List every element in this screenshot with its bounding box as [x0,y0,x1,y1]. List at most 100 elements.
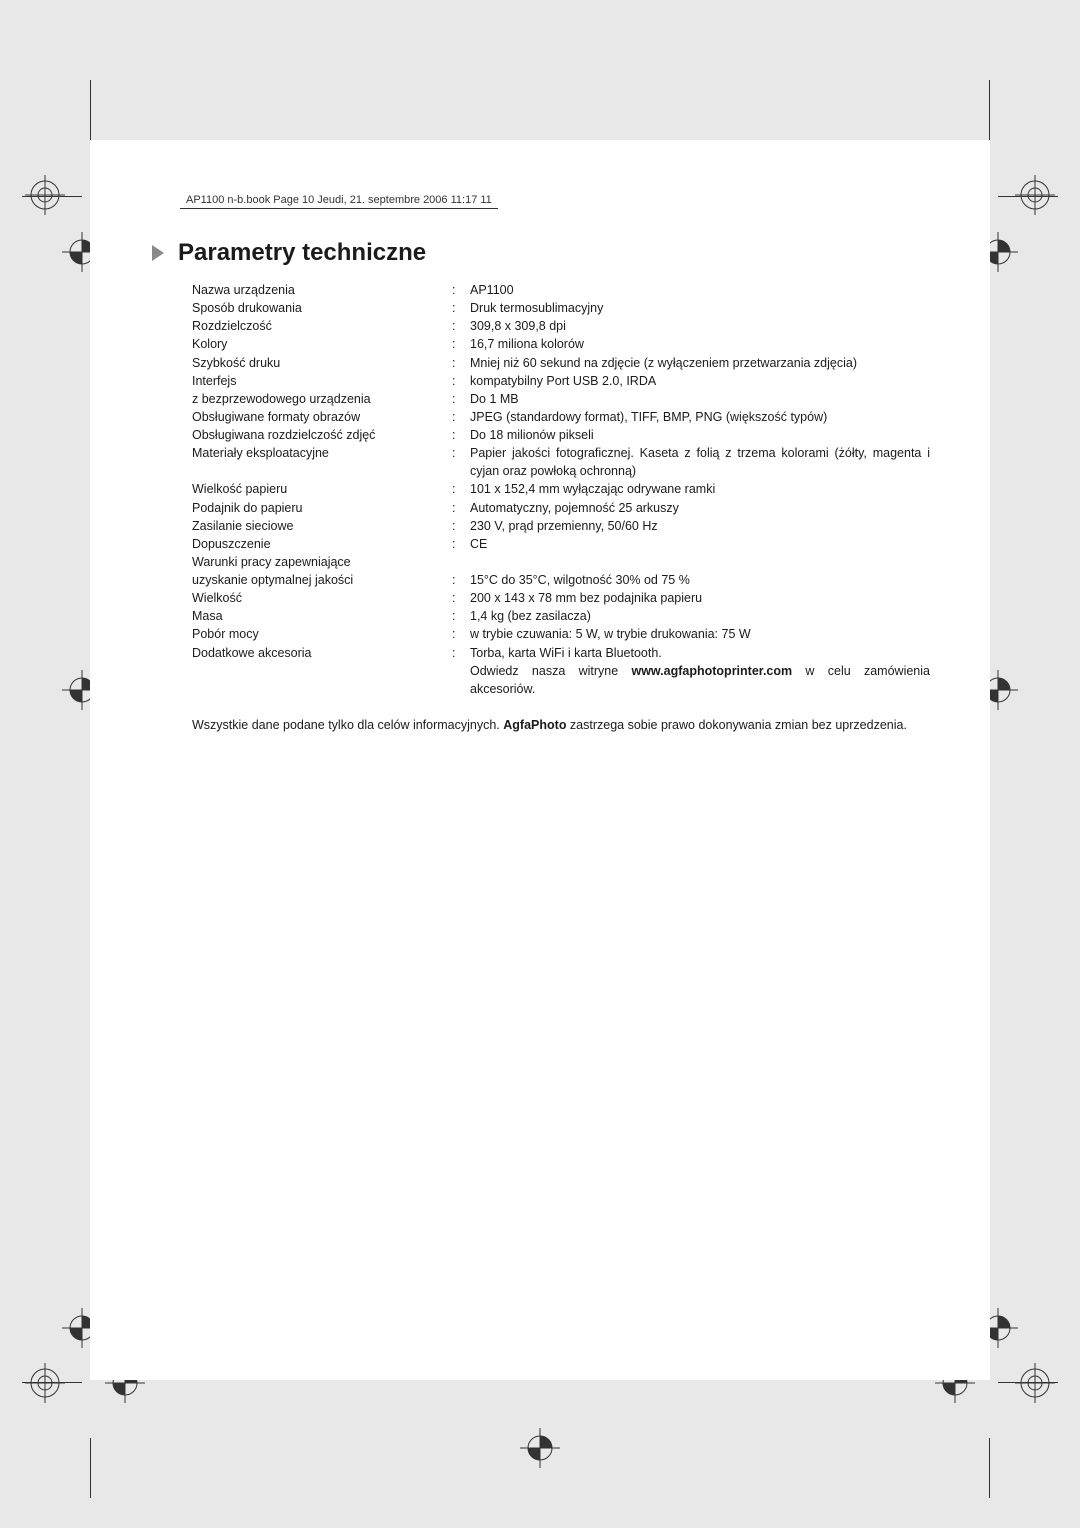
spec-label: Materiały eksploatacyjne [192,444,452,462]
registration-mark-icon [1015,1363,1055,1403]
spec-value: CE [470,535,930,553]
registration-target-icon [520,1428,560,1468]
spec-row: z bezprzewodowego urządzenia:Do 1 MB [192,390,930,408]
spec-colon: : [452,644,470,662]
spec-colon: : [452,390,470,408]
spec-row: Materiały eksploatacyjne:Papier jakości … [192,444,930,480]
spec-row: uzyskanie optymalnej jakości:15°C do 35°… [192,571,930,589]
spec-row: Obsługiwane formaty obrazów:JPEG (standa… [192,408,930,426]
spec-colon: : [452,571,470,589]
spec-colon: : [452,517,470,535]
spec-label: Podajnik do papieru [192,499,452,517]
spec-colon: : [452,281,470,299]
spec-value: 15°C do 35°C, wilgotność 30% od 75 % [470,571,930,589]
spec-row: Zasilanie sieciowe:230 V, prąd przemienn… [192,517,930,535]
spec-row: Pobór mocy:w trybie czuwania: 5 W, w try… [192,625,930,643]
crop-mark [90,80,91,140]
section-title: Parametry techniczne [178,239,426,267]
section-title-row: Parametry techniczne [150,239,930,267]
spec-label: Pobór mocy [192,625,452,643]
spec-value: Papier jakości fotograficznej. Kaseta z … [470,444,930,480]
spec-row: Masa:1,4 kg (bez zasilacza) [192,607,930,625]
spec-value: 230 V, prąd przemienny, 50/60 Hz [470,517,930,535]
crop-mark [989,1438,990,1498]
page-number: 10 [150,1309,210,1335]
spec-colon: : [452,354,470,372]
registration-mark-icon [25,175,65,215]
spec-label: Dodatkowe akcesoria [192,644,452,662]
spec-colon: : [452,444,470,462]
spec-label: Rozdzielczość [192,317,452,335]
spec-row: Nazwa urządzenia:AP1100 [192,281,930,299]
spec-label: Sposób drukowania [192,299,452,317]
spec-colon: : [452,589,470,607]
spec-label: Zasilanie sieciowe [192,517,452,535]
spec-label: Kolory [192,335,452,353]
spec-colon: : [452,335,470,353]
footnote: Wszystkie dane podane tylko dla celów in… [192,716,930,734]
section-arrow-icon [150,243,168,263]
spec-row: Wielkość papieru:101 x 152,4 mm wyłączaj… [192,480,930,498]
spec-colon: : [452,299,470,317]
spec-value: Automatyczny, pojemność 25 arkuszy [470,499,930,517]
spec-row: Szybkość druku:Mniej niż 60 sekund na zd… [192,354,930,372]
spec-value: 16,7 miliona kolorów [470,335,930,353]
spec-label: Dopuszczenie [192,535,452,553]
crop-mark [90,1438,91,1498]
spec-row: Kolory:16,7 miliona kolorów [192,335,930,353]
spec-row: Dodatkowe akcesoria:Torba, karta WiFi i … [192,644,930,662]
footnote-pre: Wszystkie dane podane tylko dla celów in… [192,718,503,732]
spec-value: Mniej niż 60 sekund na zdjęcie (z wyłącz… [470,354,930,372]
spec-colon: : [452,317,470,335]
spec-label: uzyskanie optymalnej jakości [192,571,452,589]
spec-colon: : [452,607,470,625]
footnote-bold: AgfaPhoto [503,718,566,732]
spec-colon: : [452,625,470,643]
spec-colon: : [452,408,470,426]
spec-label: Nazwa urządzenia [192,281,452,299]
crop-mark [989,80,990,140]
spec-label: Obsługiwane formaty obrazów [192,408,452,426]
spec-row: Rozdzielczość:309,8 x 309,8 dpi [192,317,930,335]
spec-value: 200 x 143 x 78 mm bez podajnika papieru [470,589,930,607]
spec-value: Do 1 MB [470,390,930,408]
spec-row: Odwiedz nasza witryne www.agfaphotoprint… [192,662,930,698]
spec-value: Torba, karta WiFi i karta Bluetooth. [470,644,930,662]
spec-label: z bezprzewodowego urządzenia [192,390,452,408]
page-content: AP1100 n-b.book Page 10 Jeudi, 21. septe… [90,140,990,1380]
spec-colon: : [452,480,470,498]
spec-colon: : [452,499,470,517]
spec-value: Odwiedz nasza witryne www.agfaphotoprint… [470,662,930,698]
spec-row: Sposób drukowania:Druk termosublimacyjny [192,299,930,317]
spec-value: Do 18 milionów pikseli [470,426,930,444]
spec-value: AP1100 [470,281,930,299]
spec-row: Interfejs:kompatybilny Port USB 2.0, IRD… [192,372,930,390]
spec-value: 101 x 152,4 mm wyłączając odrywane ramki [470,480,930,498]
spec-colon: : [452,535,470,553]
spec-label: Wielkość papieru [192,480,452,498]
spec-value: 309,8 x 309,8 dpi [470,317,930,335]
specs-table: Nazwa urządzenia:AP1100Sposób drukowania… [192,281,930,698]
spec-row: Wielkość:200 x 143 x 78 mm bez podajnika… [192,589,930,607]
spec-label: Obsługiwana rozdzielczość zdjęć [192,426,452,444]
spec-label: Warunki pracy zapewniające [192,553,452,571]
spec-value: JPEG (standardowy format), TIFF, BMP, PN… [470,408,930,426]
spec-row: Obsługiwana rozdzielczość zdjęć:Do 18 mi… [192,426,930,444]
spec-colon: : [452,426,470,444]
spec-value: w trybie czuwania: 5 W, w trybie drukowa… [470,625,930,643]
running-header: AP1100 n-b.book Page 10 Jeudi, 21. septe… [180,192,498,209]
registration-mark-icon [1015,175,1055,215]
spec-value: Druk termosublimacyjny [470,299,930,317]
spec-label: Szybkość druku [192,354,452,372]
spec-row: Podajnik do papieru:Automatyczny, pojemn… [192,499,930,517]
spec-value: kompatybilny Port USB 2.0, IRDA [470,372,930,390]
spec-row: Dopuszczenie:CE [192,535,930,553]
spec-label: Interfejs [192,372,452,390]
registration-mark-icon [25,1363,65,1403]
spec-value: 1,4 kg (bez zasilacza) [470,607,930,625]
spec-colon: : [452,372,470,390]
spec-label: Masa [192,607,452,625]
footnote-post: zastrzega sobie prawo dokonywania zmian … [566,718,906,732]
spec-label: Wielkość [192,589,452,607]
spec-row: Warunki pracy zapewniające [192,553,930,571]
